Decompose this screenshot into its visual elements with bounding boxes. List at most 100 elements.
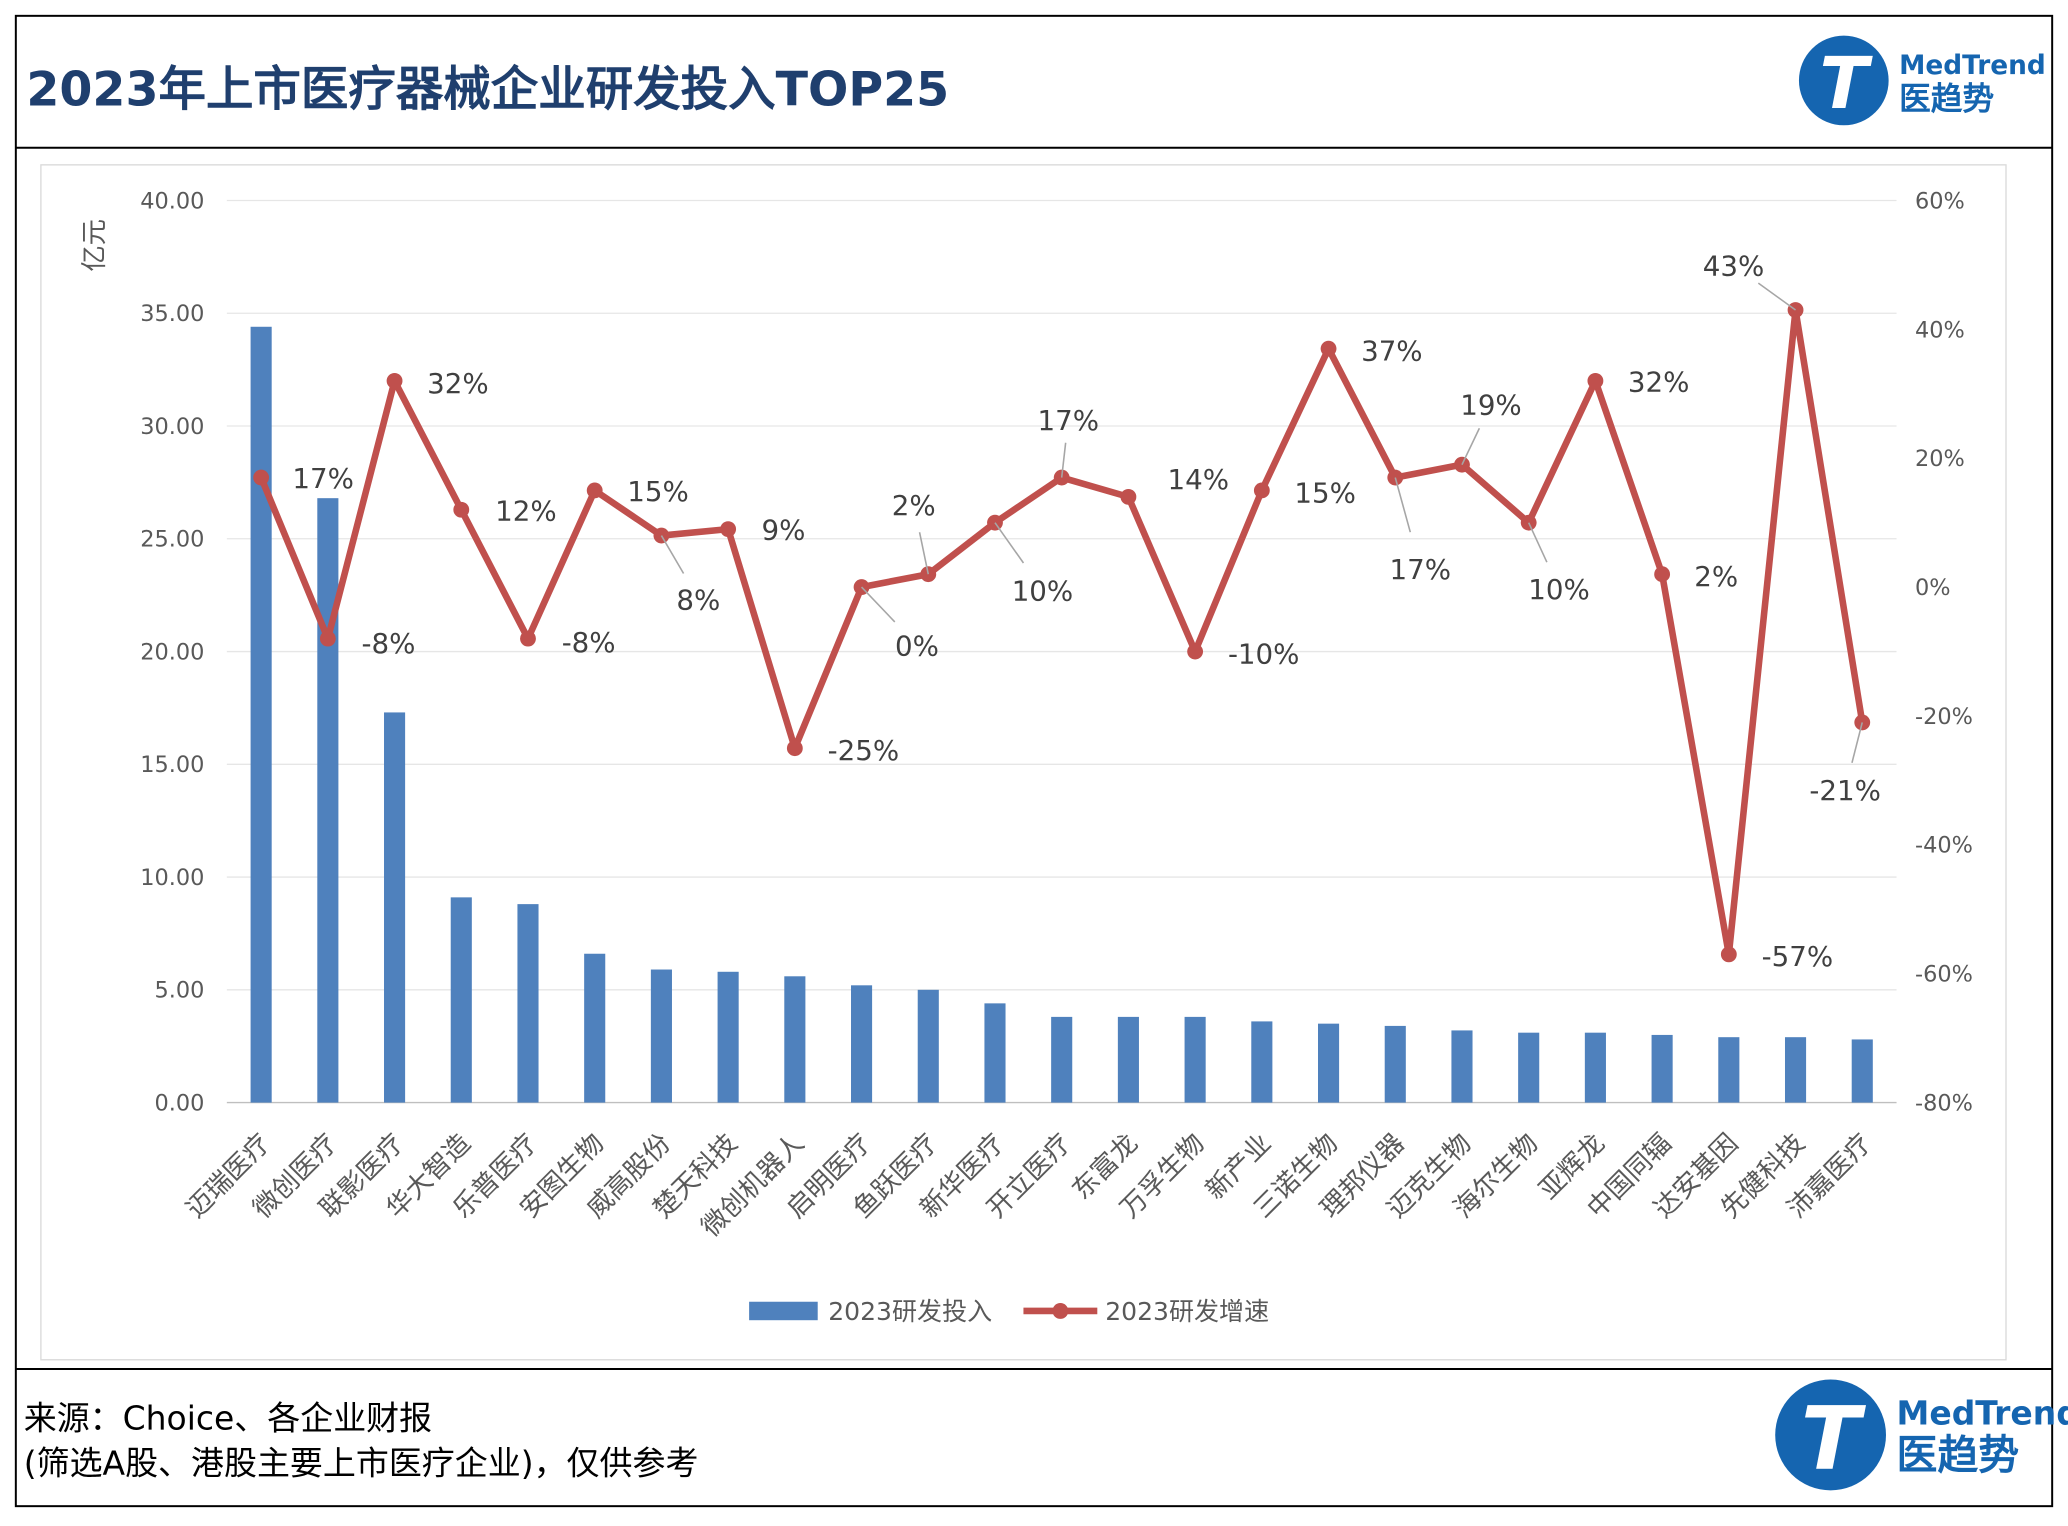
logo-text-en: MedTrend bbox=[1899, 51, 2046, 81]
y-tick-label: 25.00 bbox=[140, 527, 204, 553]
y-tick-label: 5.00 bbox=[155, 978, 205, 1004]
bar-中国同辐 bbox=[1651, 1034, 1673, 1103]
growth-data-label: 17% bbox=[292, 462, 354, 495]
legend-line-label: 2023研发增速 bbox=[1105, 1297, 1269, 1326]
logo-t-icon bbox=[1775, 1379, 1886, 1491]
growth-data-label: 17% bbox=[1390, 553, 1452, 586]
growth-point bbox=[786, 740, 803, 757]
bar-亚辉龙 bbox=[1584, 1032, 1606, 1103]
logo-text-cn: 医趋势 bbox=[1897, 1431, 2020, 1479]
y-tick-label: 20.00 bbox=[140, 639, 204, 665]
growth-data-label: -8% bbox=[362, 627, 416, 660]
y-tick-label: 30.00 bbox=[140, 414, 204, 440]
growth-point bbox=[453, 501, 470, 518]
y2-tick-label: 60% bbox=[1915, 188, 1965, 214]
bar-理邦仪器 bbox=[1384, 1025, 1406, 1103]
y2-tick-label: -40% bbox=[1915, 833, 1973, 859]
y2-tick-label: 0% bbox=[1915, 575, 1951, 601]
y2-tick-label: 20% bbox=[1915, 446, 1965, 472]
bar-迈瑞医疗 bbox=[250, 326, 272, 1103]
growth-data-label: 17% bbox=[1038, 404, 1100, 437]
growth-data-label: 2% bbox=[1694, 560, 1738, 593]
leader-line bbox=[660, 535, 685, 574]
y-tick-label: 15.00 bbox=[140, 752, 204, 778]
y-tick-label: 10.00 bbox=[140, 865, 204, 891]
logo-text-en: MedTrend bbox=[1897, 1393, 2068, 1432]
legend-bar-swatch bbox=[749, 1301, 818, 1321]
leader-line bbox=[994, 522, 1025, 564]
legend: 2023研发投入 2023研发增速 bbox=[749, 1297, 1269, 1326]
y2-tick-label: 40% bbox=[1915, 317, 1965, 343]
growth-data-label: 15% bbox=[1294, 476, 1356, 509]
bar-三诺生物 bbox=[1317, 1023, 1340, 1103]
growth-point bbox=[1587, 372, 1604, 389]
bar-沛嘉医疗 bbox=[1851, 1039, 1873, 1103]
growth-point bbox=[720, 521, 737, 538]
growth-data-label: -21% bbox=[1809, 774, 1881, 807]
growth-data-label: 15% bbox=[627, 475, 689, 508]
growth-data-label: 43% bbox=[1703, 250, 1765, 283]
growth-data-label: 10% bbox=[1012, 574, 1074, 607]
growth-data-label: 0% bbox=[895, 630, 939, 663]
bar-新产业 bbox=[1251, 1021, 1273, 1103]
bar-联影医疗 bbox=[384, 712, 406, 1103]
y2-tick-label: -60% bbox=[1915, 962, 1973, 988]
growth-point bbox=[386, 372, 403, 389]
leader-line bbox=[1394, 477, 1412, 533]
growth-point bbox=[253, 469, 270, 486]
source-text: 来源：Choice、各企业财报 bbox=[24, 1399, 432, 1438]
bar-威高股份 bbox=[650, 969, 672, 1103]
growth-point bbox=[1187, 643, 1204, 660]
bar-东富龙 bbox=[1117, 1016, 1139, 1103]
bar-万孚生物 bbox=[1184, 1016, 1206, 1103]
bar-新华医疗 bbox=[984, 1003, 1006, 1103]
leader-line bbox=[1851, 722, 1864, 763]
growth-data-label: 9% bbox=[762, 514, 806, 547]
growth-point bbox=[1654, 566, 1671, 583]
header-logo: T MedTrend 医趋势 bbox=[1798, 35, 2046, 126]
growth-point bbox=[586, 482, 603, 499]
footer-logo: T MedTrend 医趋势 bbox=[1775, 1379, 2068, 1491]
bar-海尔生物 bbox=[1518, 1032, 1540, 1103]
growth-point bbox=[520, 630, 536, 647]
svg-text:T: T bbox=[1801, 1388, 1867, 1490]
growth-data-label: 10% bbox=[1528, 573, 1590, 606]
plot-area-frame bbox=[40, 164, 2007, 1361]
growth-data-label: 12% bbox=[495, 494, 557, 527]
bar-安图生物 bbox=[584, 953, 606, 1103]
growth-data-label: 14% bbox=[1168, 463, 1230, 496]
growth-data-label: 8% bbox=[676, 583, 720, 616]
leader-line bbox=[918, 532, 930, 575]
growth-data-label: -57% bbox=[1762, 940, 1834, 973]
leader-line bbox=[1461, 427, 1481, 466]
logo-text-cn: 医趋势 bbox=[1899, 81, 1994, 117]
y2-tick-label: -80% bbox=[1915, 1091, 1973, 1117]
legend-bar-label: 2023研发投入 bbox=[828, 1297, 992, 1326]
growth-point bbox=[1120, 488, 1137, 505]
leader-line bbox=[860, 586, 896, 623]
y-tick-label: 35.00 bbox=[140, 301, 204, 327]
growth-data-label: 37% bbox=[1361, 335, 1423, 368]
growth-point bbox=[1320, 340, 1337, 357]
bar-达安基因 bbox=[1718, 1037, 1740, 1103]
growth-data-label: 19% bbox=[1460, 389, 1522, 422]
svg-text:T: T bbox=[1820, 42, 1874, 125]
y-axis-label: 亿元 bbox=[80, 219, 110, 272]
leader-line bbox=[1527, 522, 1548, 563]
legend-line-marker bbox=[1052, 1303, 1069, 1319]
growth-point bbox=[1720, 946, 1737, 963]
leader-line bbox=[1060, 442, 1067, 478]
growth-point bbox=[319, 630, 336, 647]
bar-鱼跃医疗 bbox=[917, 989, 939, 1103]
bar-华大智造 bbox=[450, 897, 472, 1103]
growth-data-label: 2% bbox=[892, 489, 936, 522]
growth-point bbox=[1253, 482, 1270, 499]
y-tick-label: 40.00 bbox=[140, 188, 204, 214]
bar-楚天科技 bbox=[717, 971, 739, 1103]
logo-t-icon bbox=[1798, 35, 1889, 126]
growth-data-label: -8% bbox=[562, 626, 616, 659]
y-tick-label: 0.00 bbox=[155, 1091, 205, 1117]
growth-data-label: -10% bbox=[1228, 637, 1300, 670]
bar-先健科技 bbox=[1784, 1037, 1807, 1103]
y2-tick-label: -20% bbox=[1915, 704, 1973, 730]
